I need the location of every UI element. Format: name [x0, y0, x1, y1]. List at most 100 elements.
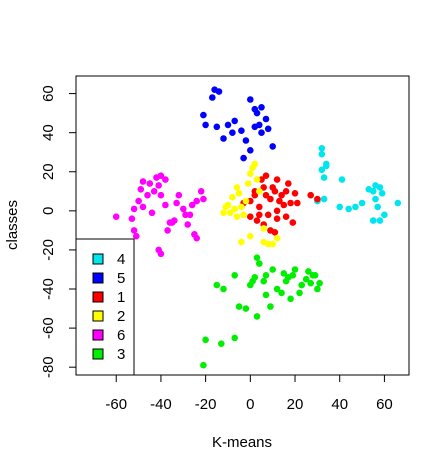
data-point — [162, 176, 169, 183]
legend-swatch — [92, 348, 104, 360]
legend-item-1: 1 — [92, 289, 125, 306]
data-point — [394, 199, 402, 207]
data-point — [231, 117, 238, 125]
data-point — [273, 176, 281, 183]
data-point — [247, 170, 254, 177]
data-point — [267, 303, 274, 310]
x-tick-label: 60 — [376, 396, 393, 413]
data-point — [269, 143, 277, 150]
data-point — [139, 203, 147, 211]
data-point — [231, 334, 238, 342]
data-point — [376, 217, 384, 224]
data-point — [193, 234, 200, 242]
data-point — [213, 281, 221, 289]
data-point — [280, 270, 288, 277]
data-point — [264, 125, 272, 133]
data-point — [302, 275, 310, 283]
data-point — [213, 123, 221, 131]
data-point — [273, 285, 281, 293]
data-point — [229, 129, 236, 136]
data-point — [235, 190, 243, 197]
data-point — [193, 197, 200, 205]
data-point — [289, 272, 297, 279]
data-point — [258, 104, 265, 111]
data-point — [282, 213, 290, 220]
data-point — [320, 174, 328, 181]
data-point — [276, 197, 283, 205]
y-tick-label: 0 — [40, 207, 57, 215]
data-point — [253, 254, 261, 261]
legend-item-5: 5 — [92, 270, 125, 287]
data-point — [307, 279, 315, 287]
data-point — [251, 123, 259, 131]
data-point — [251, 160, 259, 168]
data-point — [253, 313, 261, 320]
data-point — [278, 191, 285, 199]
data-point — [273, 234, 281, 242]
data-point — [155, 182, 162, 189]
data-point — [220, 135, 227, 142]
data-point — [242, 305, 250, 312]
data-point — [262, 115, 270, 123]
y-tick-label: -60 — [40, 317, 57, 339]
x-tick-label: -40 — [150, 396, 172, 413]
data-point — [146, 180, 154, 187]
legend-item-6: 6 — [92, 327, 125, 344]
data-point — [238, 127, 245, 134]
data-point — [247, 96, 254, 103]
data-point — [247, 232, 254, 240]
data-point — [267, 195, 274, 203]
data-point — [376, 184, 384, 191]
data-point — [260, 225, 268, 232]
legend-item-4: 4 — [92, 251, 125, 268]
data-point — [320, 195, 328, 203]
data-point — [202, 121, 209, 129]
points-layer — [112, 86, 402, 369]
data-point — [336, 203, 344, 211]
data-point — [369, 188, 377, 195]
y-axis-title: classes — [4, 200, 21, 250]
data-point — [144, 191, 151, 199]
data-point — [291, 266, 299, 273]
data-point — [311, 272, 319, 279]
data-point — [262, 272, 270, 279]
data-point — [202, 336, 209, 344]
data-point — [378, 190, 386, 197]
data-point — [273, 215, 281, 222]
data-point — [253, 109, 261, 117]
data-point — [184, 221, 191, 228]
data-point — [305, 268, 312, 275]
data-point — [271, 188, 279, 195]
data-point — [352, 203, 359, 211]
data-point — [157, 191, 165, 199]
series-6 — [112, 172, 207, 258]
data-point — [289, 219, 297, 226]
x-tick-label: 20 — [287, 396, 304, 413]
data-point — [231, 205, 238, 213]
data-point — [271, 229, 279, 236]
legend-item-2: 2 — [92, 308, 125, 325]
series-5 — [200, 86, 277, 162]
data-point — [269, 266, 277, 273]
data-point — [369, 217, 377, 224]
data-point — [137, 186, 145, 193]
data-point — [171, 217, 178, 224]
data-point — [273, 207, 281, 215]
y-tick-label: 20 — [40, 163, 57, 180]
data-point — [345, 205, 353, 213]
data-point — [260, 238, 268, 246]
legend-swatch — [92, 253, 104, 265]
data-point — [258, 129, 265, 136]
data-point — [251, 191, 259, 199]
data-point — [262, 172, 270, 179]
data-point — [180, 205, 187, 213]
data-point — [287, 199, 294, 207]
data-point — [307, 191, 315, 199]
data-point — [291, 190, 299, 197]
x-tick-label: 40 — [331, 396, 348, 413]
data-point — [157, 172, 165, 179]
data-point — [381, 211, 388, 219]
data-point — [209, 94, 216, 101]
data-point — [269, 240, 277, 248]
